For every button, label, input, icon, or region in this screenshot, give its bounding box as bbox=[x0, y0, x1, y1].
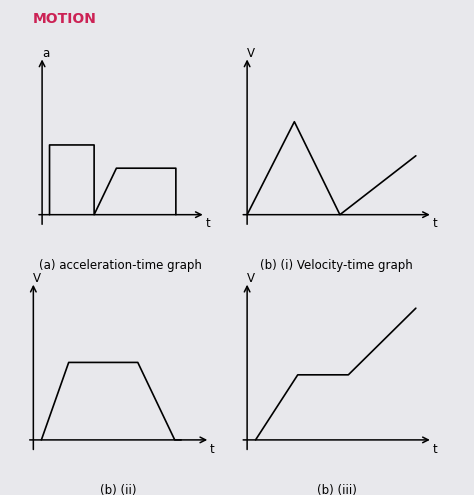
Text: (a) acceleration-time graph: (a) acceleration-time graph bbox=[39, 259, 202, 272]
Text: t: t bbox=[205, 217, 210, 231]
Text: (b) (i) Velocity-time graph: (b) (i) Velocity-time graph bbox=[260, 259, 413, 272]
Text: V: V bbox=[247, 47, 255, 60]
Text: t: t bbox=[210, 443, 215, 456]
Text: V: V bbox=[247, 272, 255, 285]
Text: t: t bbox=[433, 443, 438, 456]
Text: (b) (iii): (b) (iii) bbox=[317, 484, 356, 495]
Text: a: a bbox=[42, 47, 49, 60]
Text: t: t bbox=[433, 217, 438, 231]
Text: (b) (ii): (b) (ii) bbox=[100, 484, 137, 495]
Text: MOTION: MOTION bbox=[33, 12, 97, 26]
Text: V: V bbox=[33, 272, 41, 285]
